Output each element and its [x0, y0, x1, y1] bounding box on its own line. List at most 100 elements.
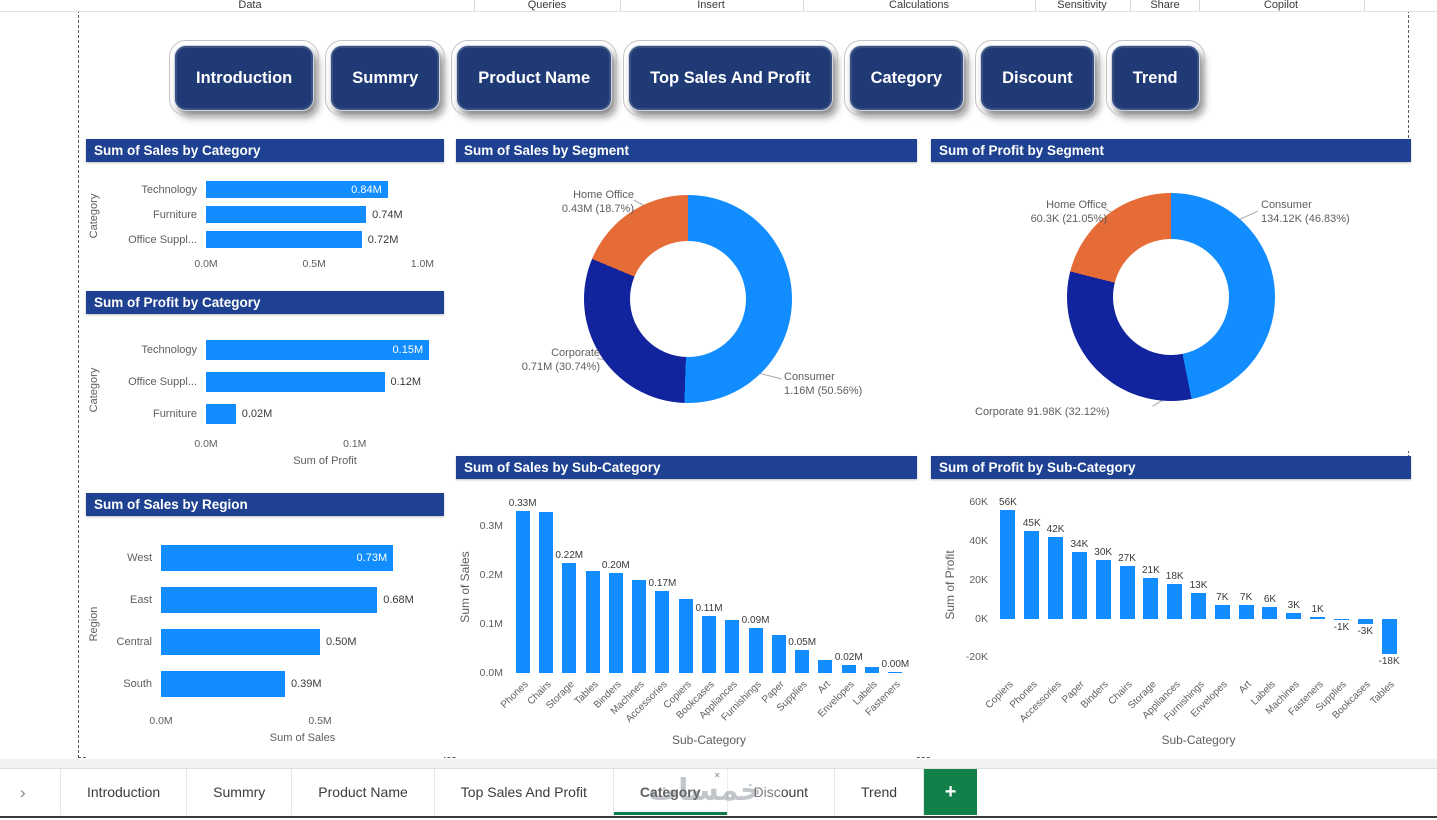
- bar[interactable]: [1143, 577, 1159, 619]
- ribbon: Data Queries Insert Calculations Sensitivity…: [0, 0, 1437, 12]
- bar[interactable]: [795, 649, 810, 673]
- chart-panel-sales-by-subcategory[interactable]: Sum of Sales by Sub-Category 0.0M 0.1M 0.2…: [456, 456, 917, 759]
- bar[interactable]: [538, 511, 553, 673]
- bar[interactable]: [161, 671, 285, 697]
- axis-tick: 0.3M: [479, 519, 503, 532]
- tab-summry[interactable]: Summry: [187, 769, 293, 815]
- ribbon-item-sensitivity[interactable]: Sensitivity: [1057, 0, 1107, 11]
- bar[interactable]: [655, 590, 670, 673]
- tab-introduction[interactable]: Introduction: [60, 769, 188, 815]
- nav-button-product-name[interactable]: Product Name: [451, 40, 618, 116]
- bar[interactable]: [206, 404, 236, 424]
- chart-panel-profit-by-segment[interactable]: Sum of Profit by Segment Consumer 134.12K…: [931, 139, 1411, 451]
- page-tab-bar: › Introduction Summry Product Name Top Sale…: [0, 768, 1437, 815]
- ribbon-item-queries[interactable]: Queries: [527, 0, 567, 11]
- bar[interactable]: [1191, 593, 1206, 619]
- bar[interactable]: [1286, 612, 1302, 619]
- bar[interactable]: [1119, 566, 1135, 619]
- axis-tick: 0.5M: [302, 258, 326, 270]
- ribbon-item-data[interactable]: Data: [238, 0, 262, 11]
- bar[interactable]: [1381, 618, 1397, 654]
- ribbon-separator: [474, 0, 475, 11]
- chart-panel-sales-by-category[interactable]: Sum of Sales by Category Category Technol…: [86, 139, 444, 289]
- bar[interactable]: [1167, 583, 1183, 619]
- nav-button-discount[interactable]: Discount: [975, 40, 1100, 116]
- chart-panel-profit-by-subcategory[interactable]: Sum of Profit by Sub-Category 60K 40K 20K 0…: [931, 456, 1411, 759]
- chart-panel-sales-by-region[interactable]: Sum of Sales by Region Region West 0.73M Ea…: [86, 493, 444, 759]
- bar[interactable]: [1357, 618, 1373, 625]
- bar[interactable]: 0.15M: [206, 340, 430, 360]
- chart-panel-sales-by-segment[interactable]: Sum of Sales by Segment Consumer 1.16M (5…: [456, 139, 917, 451]
- ribbon-item-calculations[interactable]: Calculations: [889, 0, 949, 11]
- bar[interactable]: [632, 580, 647, 673]
- tab-category[interactable]: Category ✕: [613, 769, 728, 815]
- nav-button-top-sales-and-profit[interactable]: Top Sales And Profit: [623, 40, 838, 116]
- bar[interactable]: [678, 599, 693, 673]
- value-label: 0.02M: [241, 408, 273, 420]
- tab-trend[interactable]: Trend: [835, 769, 925, 815]
- nav-button-summry[interactable]: Summry: [325, 40, 446, 116]
- bar[interactable]: [161, 587, 378, 613]
- donut-chart[interactable]: [584, 195, 792, 403]
- slice-label-home-office: Home Office 60.3K (21.05%): [1030, 199, 1107, 225]
- bar[interactable]: [888, 671, 903, 673]
- nav-button-category[interactable]: Category: [843, 40, 970, 116]
- bar[interactable]: [1262, 606, 1278, 619]
- bar[interactable]: [1095, 560, 1111, 619]
- report-canvas: Introduction Summry Product Name Top Sales …: [78, 10, 1411, 759]
- bar[interactable]: [1310, 616, 1326, 619]
- bar[interactable]: [865, 667, 880, 673]
- bar[interactable]: [1000, 509, 1016, 619]
- value-label: 21K: [1141, 564, 1160, 576]
- page-nav-arrow-icon[interactable]: ›: [20, 782, 26, 802]
- bar[interactable]: [206, 231, 362, 248]
- bar[interactable]: [515, 510, 530, 673]
- value-label: 0.68M: [383, 594, 414, 606]
- chart-title: Sum of Sales by Category: [86, 139, 444, 162]
- tab-label: Discount: [754, 784, 808, 800]
- y-axis-title: Region: [88, 606, 100, 642]
- bar[interactable]: [562, 562, 577, 673]
- bar[interactable]: [585, 571, 600, 673]
- ribbon-item-copilot[interactable]: Copilot: [1263, 0, 1299, 11]
- y-axis-title: Category: [88, 194, 100, 239]
- bar[interactable]: [608, 573, 623, 673]
- donut-chart[interactable]: [1067, 193, 1275, 401]
- bar[interactable]: [818, 659, 833, 673]
- chart-panel-profit-by-category[interactable]: Sum of Profit by Category Category Techno…: [86, 291, 444, 491]
- tab-top-sales-and-profit[interactable]: Top Sales And Profit: [434, 769, 614, 815]
- bar[interactable]: [1048, 536, 1064, 619]
- slice-label-consumer: Consumer 1.16M (50.56%): [784, 371, 863, 397]
- bar[interactable]: [1024, 531, 1040, 619]
- bar[interactable]: [841, 665, 856, 673]
- bar[interactable]: [702, 616, 716, 673]
- tab-product-name[interactable]: Product Name: [292, 769, 435, 815]
- ribbon-item-share[interactable]: Share: [1150, 0, 1180, 11]
- bar[interactable]: [1238, 604, 1254, 619]
- ribbon-item-insert[interactable]: Insert: [697, 0, 725, 11]
- bar[interactable]: [161, 629, 320, 655]
- bar[interactable]: [771, 634, 786, 673]
- nav-button-row: Introduction Summry Product Name Top Sales …: [168, 40, 1205, 116]
- axis-tick: 0.1M: [479, 617, 503, 630]
- bar[interactable]: [206, 206, 367, 223]
- chart-title: Sum of Sales by Segment: [456, 139, 917, 162]
- bar[interactable]: 0.73M: [161, 545, 394, 571]
- bar[interactable]: 0.84M: [206, 181, 388, 198]
- x-axis-title: Sub-Category: [1161, 733, 1236, 747]
- bar[interactable]: [1071, 552, 1087, 619]
- ribbon-separator: [803, 0, 804, 11]
- value-label: -3K: [1357, 626, 1374, 638]
- bar[interactable]: [725, 620, 740, 673]
- bar[interactable]: [748, 627, 763, 673]
- close-tab-icon[interactable]: ✕: [714, 771, 721, 780]
- bar[interactable]: [1214, 604, 1230, 619]
- add-page-button[interactable]: +: [924, 769, 978, 815]
- x-axis-title: Sub-Category: [671, 733, 747, 747]
- nav-button-introduction[interactable]: Introduction: [168, 40, 320, 116]
- bar[interactable]: [1333, 618, 1349, 621]
- slice-label-home-office: Home Office 0.43M (18.7%): [561, 189, 634, 215]
- bar[interactable]: [206, 372, 385, 392]
- tab-discount[interactable]: Discount: [727, 769, 836, 815]
- nav-button-trend[interactable]: Trend: [1105, 40, 1205, 116]
